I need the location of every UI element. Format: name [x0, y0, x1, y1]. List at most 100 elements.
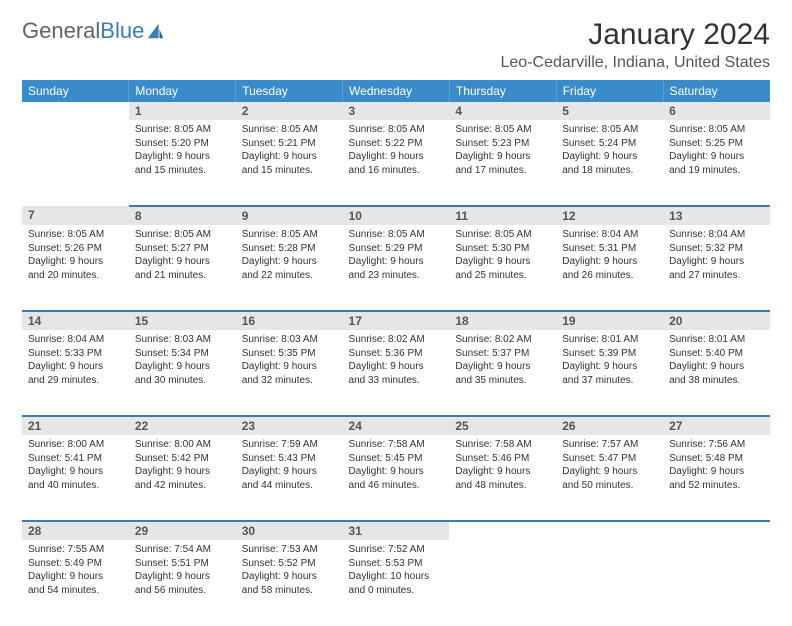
- day-details: Sunrise: 8:05 AMSunset: 5:22 PMDaylight:…: [343, 120, 450, 183]
- day-cell: Sunrise: 7:59 AMSunset: 5:43 PMDaylight:…: [236, 435, 343, 521]
- day-number: 20: [663, 311, 770, 330]
- month-title: January 2024: [501, 18, 771, 52]
- day-number: 15: [129, 311, 236, 330]
- detail-line: and 54 minutes.: [28, 584, 123, 598]
- day-cell: Sunrise: 8:05 AMSunset: 5:23 PMDaylight:…: [449, 120, 556, 206]
- detail-line: Sunrise: 7:58 AM: [349, 438, 444, 452]
- day-cell: Sunrise: 8:02 AMSunset: 5:36 PMDaylight:…: [343, 330, 450, 416]
- detail-line: Sunset: 5:24 PM: [562, 137, 657, 151]
- detail-line: and 15 minutes.: [135, 164, 230, 178]
- detail-line: Daylight: 10 hours: [349, 570, 444, 584]
- detail-line: and 23 minutes.: [349, 269, 444, 283]
- detail-line: and 48 minutes.: [455, 479, 550, 493]
- detail-line: Daylight: 9 hours: [242, 570, 337, 584]
- detail-line: Sunset: 5:30 PM: [455, 242, 550, 256]
- detail-line: and 21 minutes.: [135, 269, 230, 283]
- day-details: Sunrise: 8:00 AMSunset: 5:42 PMDaylight:…: [129, 435, 236, 498]
- detail-line: Sunset: 5:53 PM: [349, 557, 444, 571]
- daynum-row: 21222324252627: [22, 416, 770, 435]
- day-cell: Sunrise: 8:04 AMSunset: 5:32 PMDaylight:…: [663, 225, 770, 311]
- daycontent-row: Sunrise: 8:05 AMSunset: 5:20 PMDaylight:…: [22, 120, 770, 206]
- detail-line: Sunrise: 8:05 AM: [562, 123, 657, 137]
- day-cell: Sunrise: 7:55 AMSunset: 5:49 PMDaylight:…: [22, 540, 129, 626]
- detail-line: Daylight: 9 hours: [28, 465, 123, 479]
- detail-line: and 20 minutes.: [28, 269, 123, 283]
- day-cell: Sunrise: 7:54 AMSunset: 5:51 PMDaylight:…: [129, 540, 236, 626]
- detail-line: and 19 minutes.: [669, 164, 764, 178]
- day-details: Sunrise: 8:01 AMSunset: 5:40 PMDaylight:…: [663, 330, 770, 393]
- daycontent-row: Sunrise: 8:05 AMSunset: 5:26 PMDaylight:…: [22, 225, 770, 311]
- detail-line: Sunrise: 7:59 AM: [242, 438, 337, 452]
- week-1: 78910111213Sunrise: 8:05 AMSunset: 5:26 …: [22, 206, 770, 311]
- detail-line: Daylight: 9 hours: [135, 255, 230, 269]
- day-number: 6: [663, 102, 770, 120]
- day-cell: Sunrise: 8:05 AMSunset: 5:26 PMDaylight:…: [22, 225, 129, 311]
- day-cell: [556, 540, 663, 626]
- day-number: 12: [556, 206, 663, 225]
- day-details: Sunrise: 7:58 AMSunset: 5:46 PMDaylight:…: [449, 435, 556, 498]
- detail-line: Sunrise: 8:05 AM: [242, 228, 337, 242]
- detail-line: Sunset: 5:35 PM: [242, 347, 337, 361]
- detail-line: Daylight: 9 hours: [562, 360, 657, 374]
- detail-line: Sunset: 5:33 PM: [28, 347, 123, 361]
- day-number: 24: [343, 416, 450, 435]
- day-details: Sunrise: 7:59 AMSunset: 5:43 PMDaylight:…: [236, 435, 343, 498]
- day-details: Sunrise: 8:04 AMSunset: 5:33 PMDaylight:…: [22, 330, 129, 393]
- detail-line: and 25 minutes.: [455, 269, 550, 283]
- day-number: [449, 521, 556, 540]
- day-number: 21: [22, 416, 129, 435]
- day-cell: Sunrise: 7:57 AMSunset: 5:47 PMDaylight:…: [556, 435, 663, 521]
- day-details: Sunrise: 8:02 AMSunset: 5:36 PMDaylight:…: [343, 330, 450, 393]
- detail-line: Sunset: 5:28 PM: [242, 242, 337, 256]
- detail-line: and 46 minutes.: [349, 479, 444, 493]
- header: GeneralBlue January 2024 Leo-Cedarville,…: [22, 18, 770, 72]
- daycontent-row: Sunrise: 7:55 AMSunset: 5:49 PMDaylight:…: [22, 540, 770, 626]
- detail-line: Daylight: 9 hours: [135, 465, 230, 479]
- day-cell: Sunrise: 8:05 AMSunset: 5:20 PMDaylight:…: [129, 120, 236, 206]
- day-number: 17: [343, 311, 450, 330]
- day-number: 8: [129, 206, 236, 225]
- detail-line: and 52 minutes.: [669, 479, 764, 493]
- day-cell: Sunrise: 8:05 AMSunset: 5:27 PMDaylight:…: [129, 225, 236, 311]
- daynum-row: 123456: [22, 102, 770, 120]
- day-number: 23: [236, 416, 343, 435]
- detail-line: Sunset: 5:34 PM: [135, 347, 230, 361]
- detail-line: Sunrise: 7:53 AM: [242, 543, 337, 557]
- day-cell: Sunrise: 8:03 AMSunset: 5:35 PMDaylight:…: [236, 330, 343, 416]
- daynum-row: 28293031: [22, 521, 770, 540]
- detail-line: Sunrise: 8:02 AM: [455, 333, 550, 347]
- detail-line: Sunrise: 8:05 AM: [669, 123, 764, 137]
- detail-line: Sunrise: 8:04 AM: [28, 333, 123, 347]
- detail-line: Daylight: 9 hours: [349, 465, 444, 479]
- logo-text-blue: Blue: [100, 18, 144, 44]
- day-cell: Sunrise: 8:02 AMSunset: 5:37 PMDaylight:…: [449, 330, 556, 416]
- daycontent-row: Sunrise: 8:00 AMSunset: 5:41 PMDaylight:…: [22, 435, 770, 521]
- detail-line: and 38 minutes.: [669, 374, 764, 388]
- detail-line: Sunset: 5:46 PM: [455, 452, 550, 466]
- logo-sail-icon: [146, 22, 164, 40]
- day-cell: [22, 120, 129, 206]
- detail-line: Sunset: 5:47 PM: [562, 452, 657, 466]
- dayname-thursday: Thursday: [449, 80, 556, 102]
- day-number: 18: [449, 311, 556, 330]
- day-details: Sunrise: 7:57 AMSunset: 5:47 PMDaylight:…: [556, 435, 663, 498]
- detail-line: Daylight: 9 hours: [669, 465, 764, 479]
- day-details: Sunrise: 8:03 AMSunset: 5:34 PMDaylight:…: [129, 330, 236, 393]
- detail-line: and 44 minutes.: [242, 479, 337, 493]
- day-cell: Sunrise: 7:58 AMSunset: 5:46 PMDaylight:…: [449, 435, 556, 521]
- title-block: January 2024 Leo-Cedarville, Indiana, Un…: [501, 18, 771, 72]
- day-number: 31: [343, 521, 450, 540]
- detail-line: and 26 minutes.: [562, 269, 657, 283]
- detail-line: Daylight: 9 hours: [669, 255, 764, 269]
- day-number: [663, 521, 770, 540]
- detail-line: Daylight: 9 hours: [349, 150, 444, 164]
- detail-line: Sunrise: 8:05 AM: [242, 123, 337, 137]
- week-4: 28293031Sunrise: 7:55 AMSunset: 5:49 PMD…: [22, 521, 770, 626]
- detail-line: Sunrise: 7:55 AM: [28, 543, 123, 557]
- detail-line: Sunset: 5:21 PM: [242, 137, 337, 151]
- detail-line: and 32 minutes.: [242, 374, 337, 388]
- detail-line: Sunset: 5:40 PM: [669, 347, 764, 361]
- detail-line: Sunset: 5:32 PM: [669, 242, 764, 256]
- detail-line: Sunrise: 7:58 AM: [455, 438, 550, 452]
- day-details: Sunrise: 8:03 AMSunset: 5:35 PMDaylight:…: [236, 330, 343, 393]
